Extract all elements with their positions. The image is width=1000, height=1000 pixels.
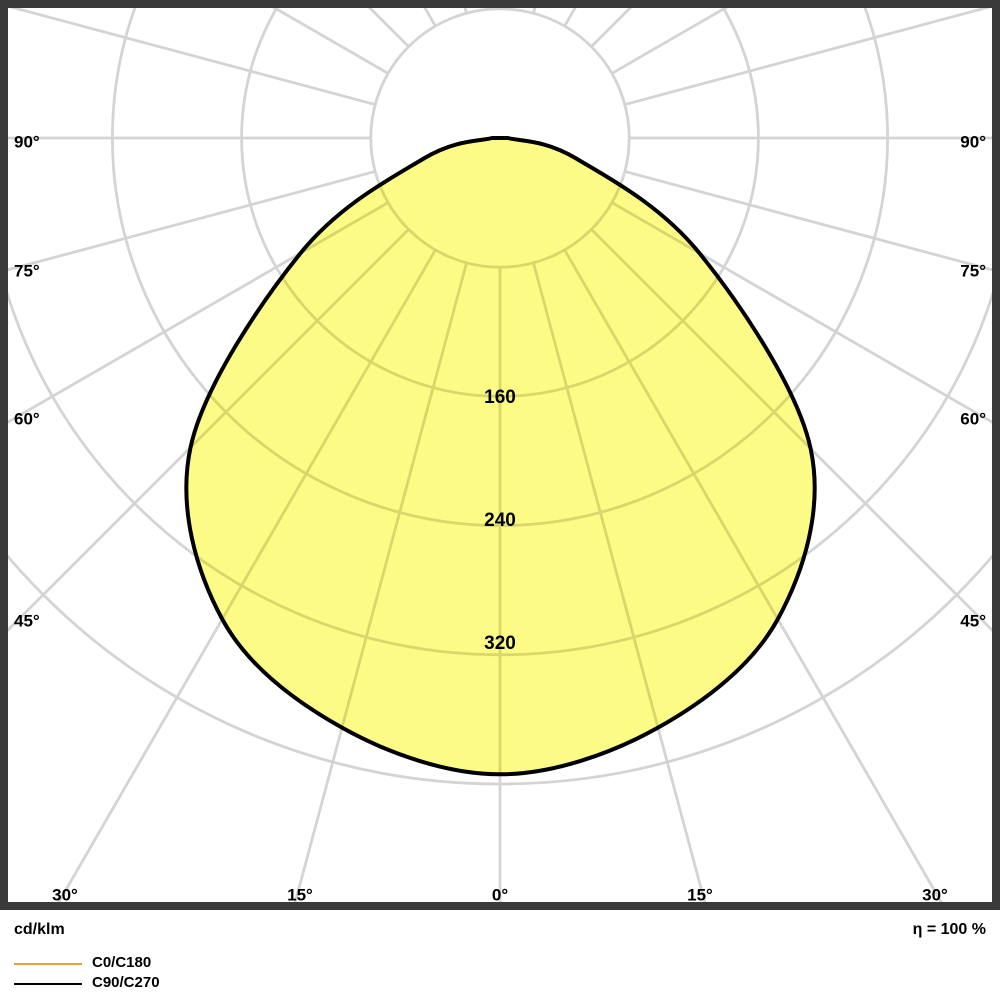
- svg-text:45°: 45°: [960, 611, 986, 630]
- svg-text:160: 160: [484, 387, 516, 408]
- svg-text:240: 240: [484, 510, 516, 531]
- svg-text:30°: 30°: [922, 885, 948, 904]
- svg-text:15°: 15°: [687, 885, 713, 904]
- svg-text:0°: 0°: [492, 885, 508, 904]
- svg-text:75°: 75°: [14, 261, 40, 280]
- svg-text:75°: 75°: [960, 261, 986, 280]
- svg-text:320: 320: [484, 633, 516, 654]
- svg-text:90°: 90°: [960, 132, 986, 151]
- svg-text:90°: 90°: [14, 132, 40, 151]
- svg-text:60°: 60°: [14, 409, 40, 428]
- svg-text:30°: 30°: [52, 885, 78, 904]
- svg-text:45°: 45°: [14, 611, 40, 630]
- svg-text:60°: 60°: [960, 409, 986, 428]
- svg-text:15°: 15°: [287, 885, 313, 904]
